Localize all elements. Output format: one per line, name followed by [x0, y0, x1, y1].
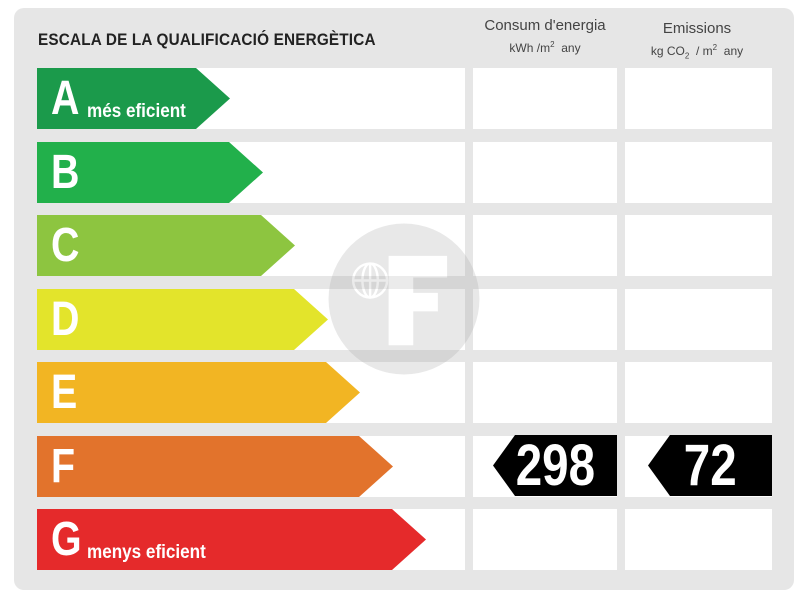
consumption-label: Consum d'energia [484, 17, 606, 34]
rating-letter: G [51, 513, 82, 566]
consumption-cell [473, 289, 617, 350]
consumption-cell [473, 215, 617, 276]
rating-arrow-c: C [37, 215, 295, 276]
consumption-cell [473, 68, 617, 129]
logo-f-icon [328, 223, 480, 375]
emissions-label: Emissions [662, 20, 732, 37]
consumption-value-badge: 298 [493, 435, 617, 496]
consumption-unit: kWh /m2 any [509, 40, 581, 55]
consumption-value: 298 [515, 433, 595, 498]
emissions-unit: kg CO2 / m2 any [650, 43, 744, 61]
emissions-cell [625, 215, 772, 276]
emissions-cell [625, 68, 772, 129]
rating-letter: A [51, 72, 80, 125]
rating-arrow-b: B [37, 142, 263, 203]
rating-arrow-f: F [37, 436, 393, 497]
emissions-cell [625, 142, 772, 203]
page-title: ESCALA DE LA QUALIFICACIÓ ENERGÈTICA [38, 30, 376, 49]
rating-letter: D [51, 293, 80, 346]
consumption-cell [473, 142, 617, 203]
rating-caption: més eficient [87, 101, 186, 122]
emissions-value: 72 [683, 433, 737, 498]
consumption-cell [473, 362, 617, 423]
rating-arrow-d: D [37, 289, 328, 350]
emissions-cell [625, 509, 772, 570]
consumption-cell [473, 509, 617, 570]
emissions-cell [625, 289, 772, 350]
rating-letter: B [51, 146, 80, 199]
emissions-value-badge: 72 [648, 435, 772, 496]
emissions-column-header: Emissions kg CO2 / m2 any [624, 19, 770, 65]
consumption-column-header: Consum d'energia kWh /m2 any [472, 16, 618, 58]
rating-caption: menys eficient [87, 542, 206, 563]
emissions-cell [625, 362, 772, 423]
rating-arrow-e: E [37, 362, 360, 423]
rating-letter: E [51, 366, 78, 419]
rating-letter: F [51, 440, 76, 493]
rating-letter: C [51, 219, 80, 272]
